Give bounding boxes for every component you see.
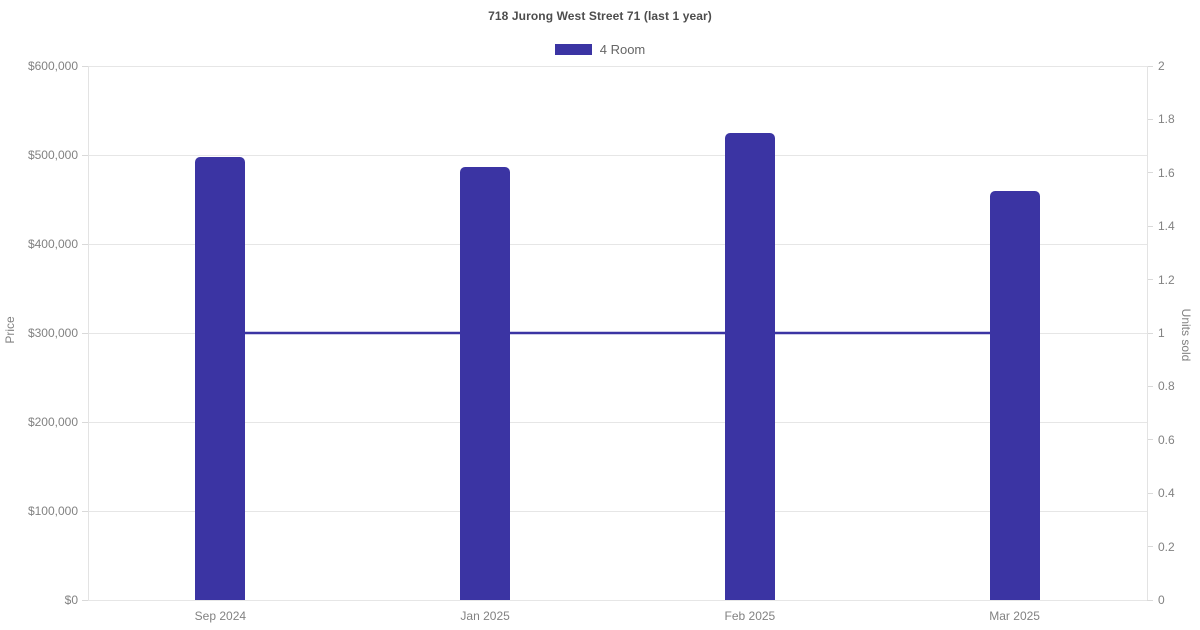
units-tick-label: 0.6	[1158, 432, 1175, 447]
price-tick-label: $300,000	[27, 326, 78, 340]
bar-feb-2025	[724, 132, 775, 600]
x-tick-label: Mar 2025	[989, 609, 1040, 623]
right-axis-tick	[1147, 332, 1153, 334]
bar-mar-2025	[989, 190, 1040, 600]
units-tick-label: 0.8	[1158, 379, 1175, 394]
units-tick-label: 0.2	[1158, 539, 1175, 554]
bar-sep-2024	[195, 156, 246, 600]
left-axis-tick	[82, 65, 88, 67]
right-axis-tick	[1147, 439, 1153, 441]
price-tick-label: $400,000	[27, 237, 78, 251]
legend-label: 4 Room	[599, 42, 646, 57]
units-tick-label: 1.6	[1158, 165, 1175, 180]
units-sold-line	[220, 331, 1015, 335]
chart-title: 718 Jurong West Street 71 (last 1 year)	[488, 9, 712, 23]
left-axis-line	[88, 66, 89, 600]
right-axis-tick	[1147, 65, 1153, 67]
gridline	[88, 243, 1147, 245]
price-tick-label: $0	[64, 593, 78, 607]
legend: 4 Room	[0, 42, 1200, 57]
left-axis-tick	[82, 332, 88, 334]
price-tick-label: $200,000	[27, 415, 78, 429]
left-axis-tick	[82, 154, 88, 156]
units-tick-label: 0.4	[1158, 486, 1175, 501]
gridline	[88, 510, 1147, 512]
units-tick-label: 1.2	[1158, 272, 1175, 287]
left-axis-tick	[82, 510, 88, 512]
x-tick-label: Feb 2025	[724, 609, 776, 623]
legend-item-4-room[interactable]: 4 Room	[554, 42, 646, 57]
right-axis-tick	[1147, 599, 1153, 601]
left-axis-tick	[82, 243, 88, 245]
right-axis-title: Units sold	[1179, 308, 1193, 362]
price-tick-label: $100,000	[27, 504, 78, 518]
right-axis-tick	[1147, 118, 1153, 120]
right-axis-tick	[1147, 546, 1153, 548]
bar-jan-2025	[460, 166, 511, 600]
units-tick-label: 0	[1158, 593, 1165, 607]
units-tick-label: 1.8	[1158, 112, 1175, 127]
right-axis-tick	[1147, 225, 1153, 227]
left-axis-tick	[82, 421, 88, 423]
right-axis-tick	[1147, 172, 1153, 174]
units-tick-label: 1.4	[1158, 219, 1175, 234]
units-tick-label: 2	[1158, 59, 1165, 73]
left-axis-tick	[82, 599, 88, 601]
right-axis-tick	[1147, 385, 1153, 387]
price-tick-label: $500,000	[27, 148, 78, 162]
legend-swatch	[554, 44, 592, 55]
x-tick-label: Sep 2024	[194, 609, 247, 623]
right-axis-tick	[1147, 279, 1153, 281]
gridline	[88, 65, 1147, 67]
units-tick-label: 1	[1158, 326, 1165, 340]
gridline	[88, 154, 1147, 156]
price-tick-label: $600,000	[27, 59, 78, 73]
gridline	[88, 421, 1147, 423]
gridline	[88, 599, 1147, 601]
right-axis-line	[1147, 66, 1148, 600]
x-tick-label: Jan 2025	[460, 609, 510, 623]
right-axis-tick	[1147, 492, 1153, 494]
